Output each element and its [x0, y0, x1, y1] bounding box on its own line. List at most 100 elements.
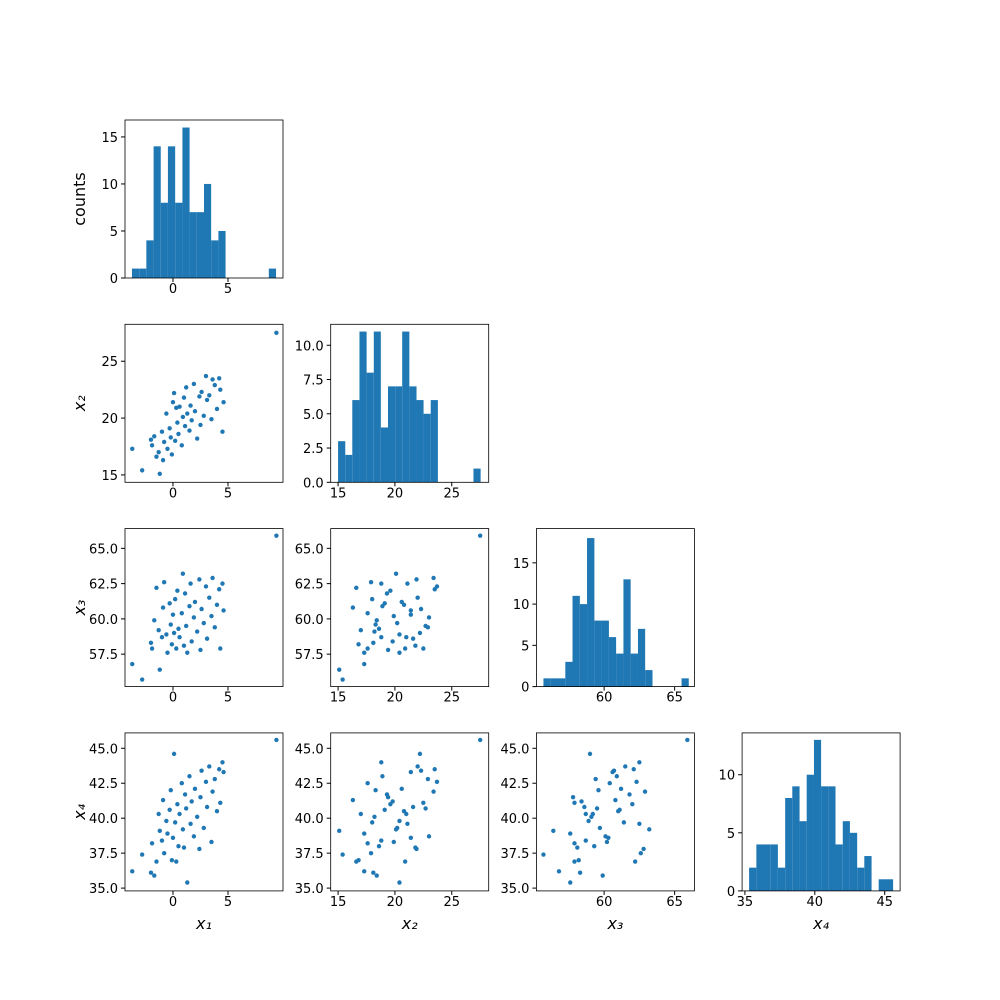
axes-frame: [536, 732, 695, 892]
y-tick-label: 62.5: [295, 578, 324, 593]
axes-frame: [330, 323, 490, 483]
scatter-point: [371, 640, 376, 646]
scatter-point: [426, 615, 432, 620]
scatter-point: [374, 873, 379, 878]
hist-bar: [565, 661, 573, 687]
hist-bar: [543, 678, 551, 687]
scatter-point: [582, 804, 587, 810]
scatter-point: [431, 789, 436, 794]
scatter-point: [397, 650, 402, 655]
scatter-point: [350, 797, 356, 803]
x-tick-label: 25: [443, 691, 460, 706]
hist-bar: [423, 413, 431, 483]
scatter-point: [171, 630, 177, 636]
scatter-point: [201, 825, 206, 831]
hist-bar: [167, 146, 176, 278]
scatter-point: [358, 627, 364, 633]
hist-bar: [402, 331, 410, 483]
hist-bar: [616, 653, 624, 687]
scatter-point: [209, 839, 214, 845]
scatter-point: [165, 446, 170, 451]
scatter-point: [194, 436, 200, 441]
scatter-point: [189, 639, 194, 644]
scatter-point: [156, 811, 161, 817]
scatter-point: [191, 381, 197, 387]
hist-bar: [182, 127, 190, 279]
scatter-point: [174, 859, 179, 864]
scatter-point: [165, 650, 170, 655]
scatter-point: [182, 423, 188, 429]
y-tick-label: 20: [101, 412, 118, 427]
hist-bar: [146, 240, 154, 278]
scatter-point: [160, 797, 166, 803]
y-tick-label: 62.5: [89, 578, 118, 593]
scatter-point: [167, 807, 172, 813]
scatter-point: [551, 828, 556, 833]
scatter-point: [204, 804, 210, 810]
scatter-point: [156, 627, 161, 633]
scatter-point: [169, 642, 175, 647]
x-axis-label: x₄: [812, 914, 829, 933]
scatter-point: [170, 612, 176, 617]
scatter-point: [216, 376, 222, 381]
scatter-point: [627, 792, 632, 797]
axes-frame: [124, 732, 284, 892]
scatter-point: [216, 767, 222, 772]
scatter-point: [221, 769, 226, 775]
scatter-point: [221, 399, 226, 405]
scatter-point: [203, 779, 209, 785]
y-tick-label: 5.0: [303, 408, 324, 423]
y-tick-label: 42.5: [295, 777, 324, 792]
scatter-point: [218, 646, 223, 651]
hist-bar: [763, 844, 771, 891]
x-tick-label: 0: [169, 895, 177, 910]
x-tick-label: 0: [169, 486, 177, 501]
hist-bar: [601, 620, 609, 687]
scatter-point: [182, 591, 188, 596]
hist-bar: [175, 202, 183, 278]
x-tick-label: 60: [596, 691, 613, 706]
hist-bar: [131, 268, 140, 278]
hist-bar: [139, 268, 147, 278]
hist-bar: [211, 240, 219, 278]
scatter-point: [192, 409, 198, 414]
scatter-point: [417, 630, 423, 636]
scatter-point: [337, 828, 342, 833]
scatter-point: [198, 795, 203, 800]
y-tick-label: 0: [521, 681, 529, 696]
scatter-point: [432, 587, 437, 592]
scatter-point: [413, 643, 418, 648]
hist-bar: [623, 579, 631, 687]
scatter-point: [183, 623, 189, 629]
scatter-point: [175, 588, 180, 593]
x-axis-label: x₂: [401, 914, 418, 933]
scatter-point: [372, 629, 377, 634]
scatter-point: [139, 852, 145, 857]
scatter-point: [189, 799, 194, 804]
scatter-point: [394, 620, 400, 626]
scatter-point: [172, 596, 178, 602]
scatter-point: [379, 581, 384, 586]
y-tick-label: 37.5: [295, 847, 324, 862]
scatter-point: [194, 814, 200, 819]
scatter-point: [149, 646, 155, 651]
x-tick-label: 0: [169, 282, 177, 297]
scatter-point: [402, 859, 408, 864]
scatter-point: [199, 768, 204, 773]
x-tick-label: 65: [666, 691, 683, 706]
scatter-point: [177, 811, 182, 817]
scatter-point: [415, 595, 420, 600]
scatter-point: [415, 764, 420, 769]
scatter-point: [384, 591, 390, 596]
scatter-point: [647, 827, 652, 832]
scatter-point: [362, 661, 367, 667]
scatter-point: [405, 821, 410, 826]
scatter-point: [418, 606, 424, 612]
y-tick-label: 5: [521, 639, 529, 654]
y-tick-label: 2.5: [303, 442, 324, 457]
scatter-point: [388, 588, 393, 593]
x-tick-label: 5: [224, 895, 232, 910]
hist-bar: [204, 183, 212, 278]
scatter-point: [159, 429, 165, 434]
